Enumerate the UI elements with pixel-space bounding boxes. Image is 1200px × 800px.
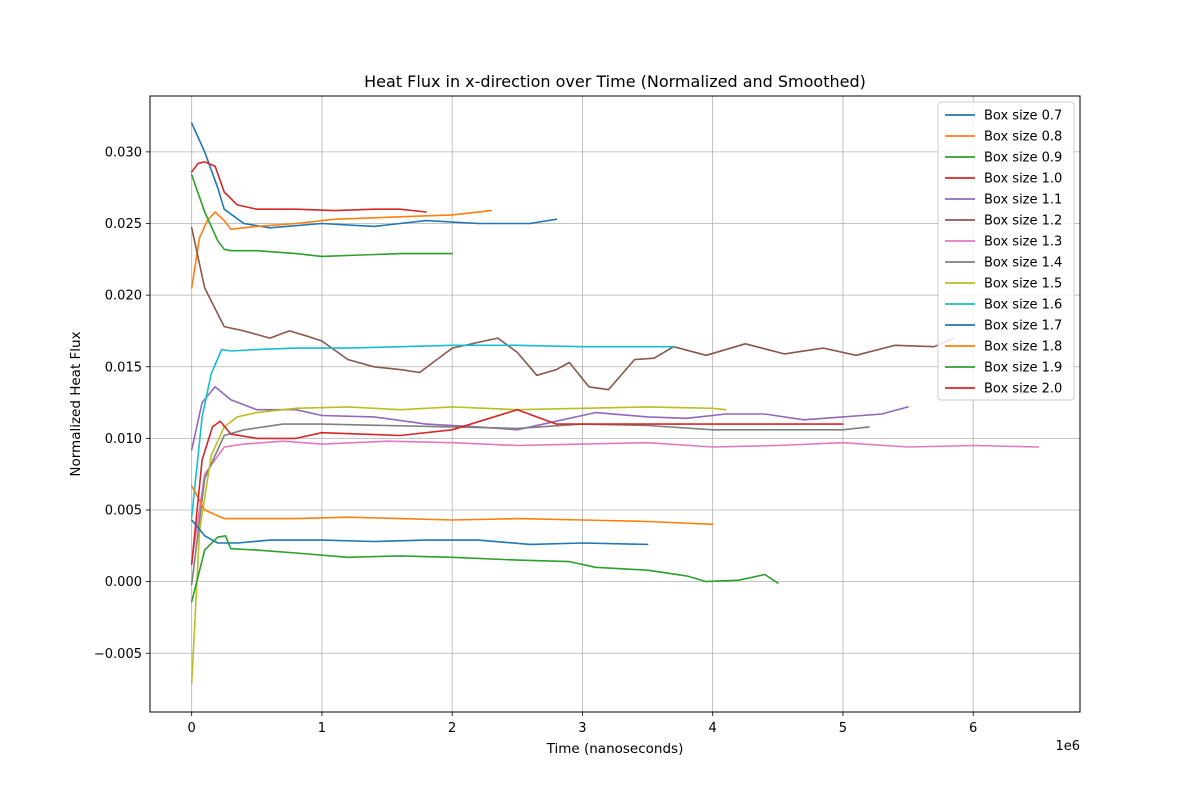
x-tick-label: 0 <box>188 721 196 736</box>
legend-label-10: Box size 1.6 <box>984 298 1062 313</box>
legend-label-3: Box size 0.9 <box>984 151 1062 166</box>
legend-label-12: Box size 1.8 <box>984 340 1062 355</box>
legend-label-5: Box size 1.1 <box>984 193 1062 208</box>
x-tick-label: 4 <box>709 721 717 736</box>
x-axis-label: Time (nanoseconds) <box>546 741 684 757</box>
series-line-11 <box>190 519 649 546</box>
x-tick-label: 2 <box>448 721 456 736</box>
x-tick-label: 3 <box>578 721 586 736</box>
series-lines <box>190 122 1040 685</box>
legend-label-14: Box size 2.0 <box>984 382 1062 397</box>
legend-label-2: Box size 0.8 <box>984 130 1062 145</box>
legend-label-13: Box size 1.9 <box>984 361 1062 376</box>
legend-label-4: Box size 1.0 <box>984 172 1062 187</box>
axis-ticks: 0 1 2 3 4 5 6 −0.005 0.000 0.005 0.010 0.015 0.020 0.… <box>94 145 977 736</box>
series-line-3 <box>190 174 454 258</box>
x-tick-label: 6 <box>969 721 977 736</box>
legend-label-8: Box size 1.4 <box>984 256 1062 271</box>
series-line-2 <box>190 209 493 289</box>
x-tick-label: 5 <box>839 721 847 736</box>
series-line-4 <box>190 161 427 213</box>
y-tick-label: 0.025 <box>105 217 142 232</box>
series-line-9 <box>190 406 727 685</box>
x-tick-label: 1 <box>318 721 326 736</box>
series-line-5 <box>190 385 909 451</box>
y-tick-label: 0.030 <box>105 145 142 160</box>
series-line-14 <box>190 408 844 566</box>
legend: Box size 0.7 Box size 0.8 Box size 0.9 Box … <box>937 101 1075 401</box>
y-tick-label: 0.015 <box>105 360 142 375</box>
y-tick-label: 0.005 <box>105 504 142 519</box>
series-line-10 <box>190 344 675 519</box>
plot-area-frame <box>149 95 1081 713</box>
chart-title: Heat Flux in x-direction over Time (Norm… <box>364 72 866 91</box>
legend-label-11: Box size 1.7 <box>984 319 1062 334</box>
legend-label-6: Box size 1.2 <box>984 214 1062 229</box>
legend-label-7: Box size 1.3 <box>984 235 1062 250</box>
grid-lines <box>150 96 1080 712</box>
series-line-1 <box>190 122 558 229</box>
legend-label-1: Box size 0.7 <box>984 109 1062 124</box>
y-tick-label: −0.005 <box>94 647 142 662</box>
series-line-7 <box>190 440 1040 563</box>
series-line-6 <box>190 227 955 391</box>
x-axis-multiplier: 1e6 <box>1055 739 1080 754</box>
series-line-12 <box>190 484 714 526</box>
legend-label-9: Box size 1.5 <box>984 277 1062 292</box>
series-line-13 <box>190 534 779 603</box>
y-tick-label: 0.020 <box>105 289 142 304</box>
y-tick-label: 0.010 <box>105 432 142 447</box>
y-axis-label: Normalized Heat Flux <box>68 331 84 476</box>
legend-box <box>937 101 1075 401</box>
y-tick-label: 0.000 <box>105 575 142 590</box>
